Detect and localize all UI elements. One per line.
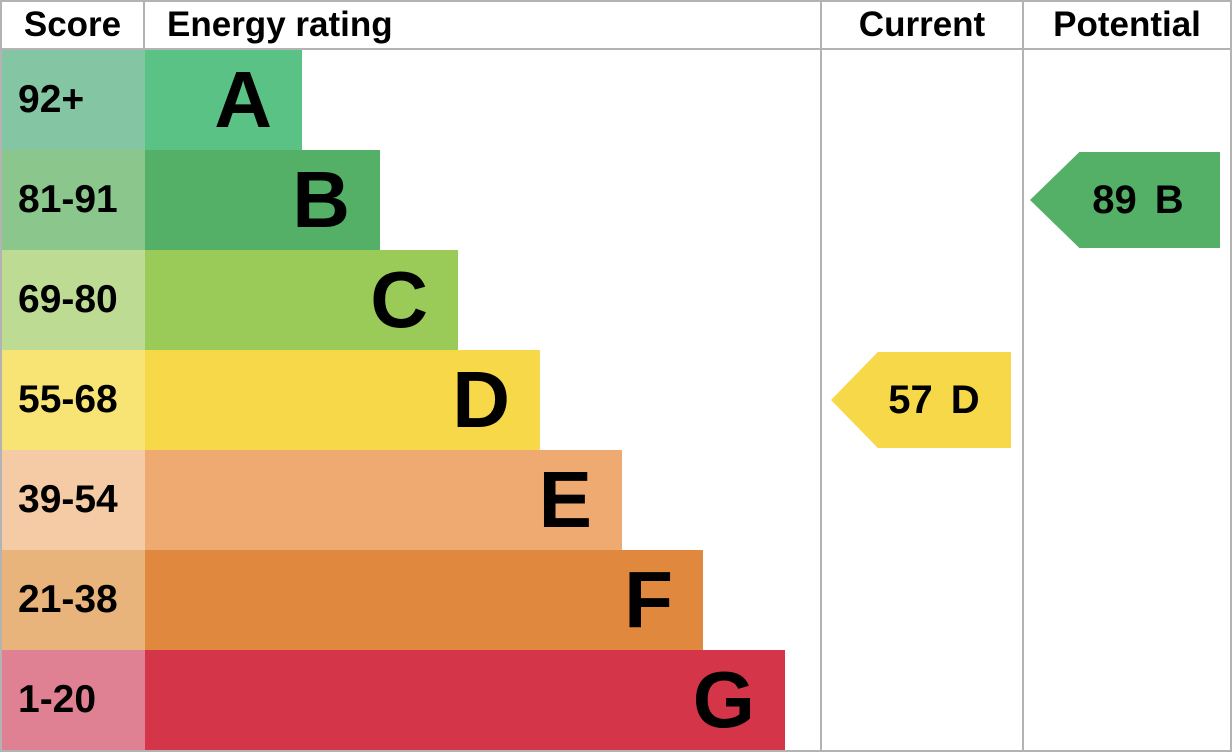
header-current: Current <box>820 2 1022 48</box>
potential-rating-arrow: 89 B <box>1030 152 1220 248</box>
potential-cell-b: 89 B <box>1022 150 1230 250</box>
rating-cell-c: C <box>145 250 820 350</box>
current-cell-d: 57 D <box>820 350 1022 450</box>
band-row-a: 92+ A <box>2 50 1230 150</box>
current-rating-arrow: 57 D <box>831 352 1011 448</box>
grade-letter-c: C <box>370 255 428 344</box>
band-row-g: 1-20 G <box>2 650 1230 750</box>
band-row-d: 55-68 D 57 D <box>2 350 1230 450</box>
band-row-c: 69-80 C <box>2 250 1230 350</box>
header-row: Score Energy rating Current Potential <box>2 2 1230 50</box>
potential-cell-e <box>1022 450 1230 550</box>
band-row-b: 81-91 B 89 B <box>2 150 1230 250</box>
rating-bar-a: A <box>145 50 302 150</box>
score-range-c: 69-80 <box>2 250 145 350</box>
score-range-b: 81-91 <box>2 150 145 250</box>
header-potential: Potential <box>1022 2 1230 48</box>
potential-grade-letter: B <box>1154 177 1184 222</box>
rating-cell-d: D <box>145 350 820 450</box>
rating-bar-g: G <box>145 650 785 750</box>
header-score: Score <box>2 2 145 48</box>
band-row-f: 21-38 F <box>2 550 1230 650</box>
potential-cell-f <box>1022 550 1230 650</box>
header-energy-rating: Energy rating <box>167 5 393 44</box>
potential-cell-g <box>1022 650 1230 750</box>
potential-cell-a <box>1022 50 1230 150</box>
grade-letter-a: A <box>214 55 272 144</box>
rating-bar-e: E <box>145 450 622 550</box>
current-cell-e <box>820 450 1022 550</box>
score-range-f: 21-38 <box>2 550 145 650</box>
current-cell-f <box>820 550 1022 650</box>
rating-cell-e: E <box>145 450 820 550</box>
current-cell-b <box>820 150 1022 250</box>
rating-cell-f: F <box>145 550 820 650</box>
score-range-a: 92+ <box>2 50 145 150</box>
current-cell-g <box>820 650 1022 750</box>
grade-letter-e: E <box>538 455 592 544</box>
rating-bar-f: F <box>145 550 703 650</box>
rating-bar-d: D <box>145 350 540 450</box>
potential-cell-d <box>1022 350 1230 450</box>
score-range-d: 55-68 <box>2 350 145 450</box>
rating-cell-a: A <box>145 50 820 150</box>
grade-letter-g: G <box>692 655 755 744</box>
potential-score-value: 89 <box>1092 177 1137 222</box>
potential-cell-c <box>1022 250 1230 350</box>
score-range-g: 1-20 <box>2 650 145 750</box>
current-cell-c <box>820 250 1022 350</box>
current-grade-letter: D <box>950 377 980 422</box>
rating-cell-b: B <box>145 150 820 250</box>
current-cell-a <box>820 50 1022 150</box>
band-row-e: 39-54 E <box>2 450 1230 550</box>
score-range-e: 39-54 <box>2 450 145 550</box>
rating-bar-c: C <box>145 250 458 350</box>
rating-bar-b: B <box>145 150 380 250</box>
current-score-value: 57 <box>888 377 933 422</box>
grade-letter-d: D <box>452 355 510 444</box>
rating-cell-g: G <box>145 650 820 750</box>
grade-letter-b: B <box>292 155 350 244</box>
grade-letter-f: F <box>624 555 673 644</box>
